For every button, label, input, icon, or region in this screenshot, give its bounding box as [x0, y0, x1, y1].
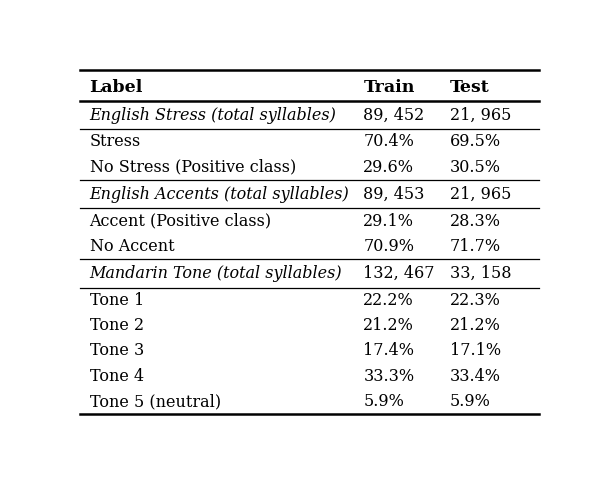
Text: 89, 453: 89, 453: [364, 185, 425, 203]
Text: Tone 2: Tone 2: [89, 317, 144, 334]
Text: Mandarin Tone (total syllables): Mandarin Tone (total syllables): [89, 265, 342, 282]
Text: Train: Train: [364, 79, 415, 96]
Text: 70.9%: 70.9%: [364, 238, 414, 255]
Text: 22.3%: 22.3%: [450, 292, 501, 309]
Text: Label: Label: [89, 79, 143, 96]
Text: Accent (Positive class): Accent (Positive class): [89, 213, 272, 229]
Text: 33.3%: 33.3%: [364, 368, 414, 385]
Text: No Accent: No Accent: [89, 238, 174, 255]
Text: 69.5%: 69.5%: [450, 133, 501, 151]
Text: 33, 158: 33, 158: [450, 265, 512, 282]
Text: 5.9%: 5.9%: [364, 393, 404, 410]
Text: 30.5%: 30.5%: [450, 159, 501, 176]
Text: 21, 965: 21, 965: [450, 185, 512, 203]
Text: 89, 452: 89, 452: [364, 107, 425, 123]
Text: 71.7%: 71.7%: [450, 238, 501, 255]
Text: 28.3%: 28.3%: [450, 213, 501, 229]
Text: 17.4%: 17.4%: [364, 342, 414, 359]
Text: English Stress (total syllables): English Stress (total syllables): [89, 107, 336, 123]
Text: Tone 5 (neutral): Tone 5 (neutral): [89, 393, 220, 410]
Text: Test: Test: [450, 79, 490, 96]
Text: 22.2%: 22.2%: [364, 292, 414, 309]
Text: 132, 467: 132, 467: [364, 265, 435, 282]
Text: 21, 965: 21, 965: [450, 107, 512, 123]
Text: Tone 1: Tone 1: [89, 292, 144, 309]
Text: 29.1%: 29.1%: [364, 213, 414, 229]
Text: English Accents (total syllables): English Accents (total syllables): [89, 185, 349, 203]
Text: Tone 3: Tone 3: [89, 342, 144, 359]
Text: 5.9%: 5.9%: [450, 393, 491, 410]
Text: 21.2%: 21.2%: [450, 317, 501, 334]
Text: 29.6%: 29.6%: [364, 159, 414, 176]
Text: 70.4%: 70.4%: [364, 133, 414, 151]
Text: Tone 4: Tone 4: [89, 368, 144, 385]
Text: Stress: Stress: [89, 133, 141, 151]
Text: 21.2%: 21.2%: [364, 317, 414, 334]
Text: 33.4%: 33.4%: [450, 368, 501, 385]
Text: 17.1%: 17.1%: [450, 342, 501, 359]
Text: No Stress (Positive class): No Stress (Positive class): [89, 159, 296, 176]
